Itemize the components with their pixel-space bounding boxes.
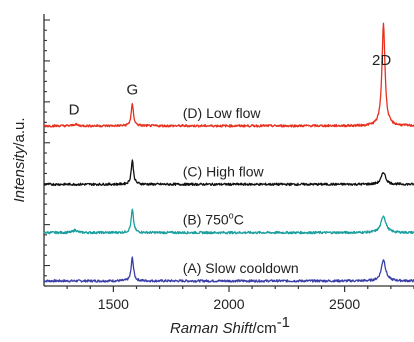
x-tick-label: 2500 (329, 296, 360, 312)
peak-label: D (69, 102, 80, 119)
y-axis-title-unit: /a.u. (11, 117, 28, 146)
series-label: (D) Low flow (183, 105, 262, 121)
series-line (43, 208, 414, 235)
series-labels: (A) Slow cooldown (B) 750oC (C) High flow (… (183, 105, 299, 276)
peak-labels: D G 2D (69, 52, 392, 119)
x-axis-title-unit-sup: -1 (277, 314, 290, 331)
series-line (43, 22, 414, 128)
series-line (43, 159, 414, 187)
series-label: (A) Slow cooldown (183, 260, 299, 276)
x-axis-title-main: Raman Shift (170, 320, 253, 337)
series-label: (C) High flow (183, 163, 265, 179)
x-tick-label: 1500 (98, 296, 129, 312)
series-line (43, 256, 414, 283)
peak-label: 2D (372, 52, 391, 69)
x-axis-title: Raman Shift/cm-1 (170, 314, 290, 337)
plot-area: 1500 2000 2500 (A) Slow cooldown(B) 750oC(… (43, 14, 414, 312)
x-tick-label: 2000 (213, 296, 244, 312)
y-axis-title-main: Intensity (11, 145, 28, 202)
x-axis-ticks: 1500 2000 2500 (66, 286, 414, 312)
series-label: (B) 750oC (183, 211, 244, 228)
series-lines (43, 22, 414, 283)
x-axis-title-unit: /cm (253, 320, 277, 337)
peak-label: G (127, 81, 139, 98)
y-axis-ticks (44, 19, 50, 287)
y-axis-title: Intensity/a.u. (11, 117, 28, 202)
